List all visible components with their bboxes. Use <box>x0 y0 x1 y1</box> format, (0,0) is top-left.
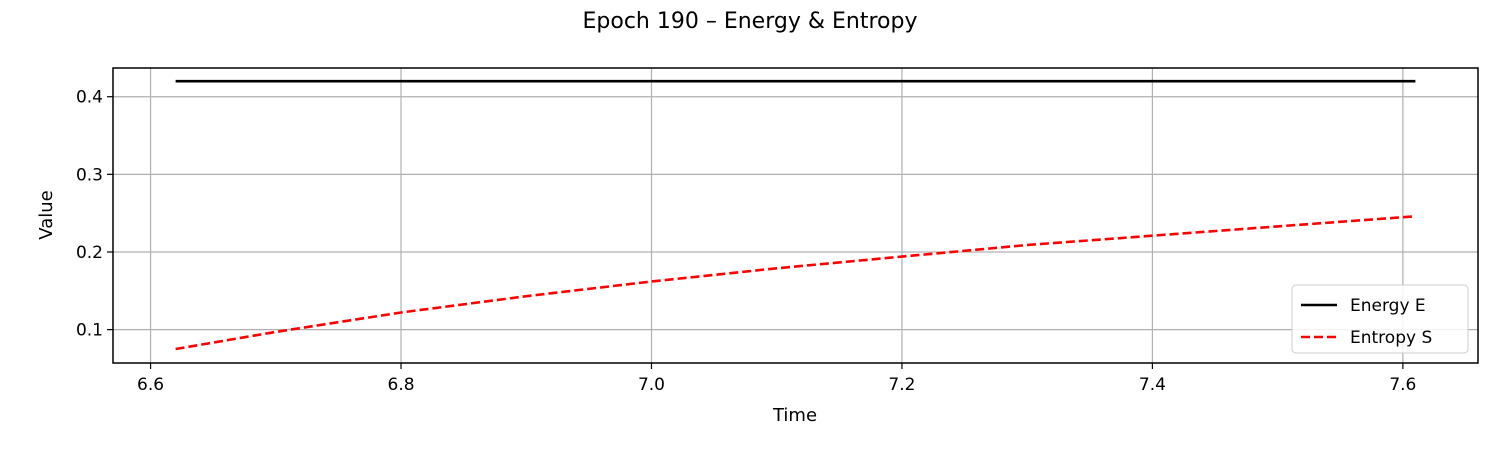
series-line-2 <box>175 215 1416 351</box>
x-tick-label: 6.8 <box>388 375 415 395</box>
x-tick-label: 6.6 <box>137 375 164 395</box>
chart-title: Epoch 190 – Energy & Entropy <box>583 9 918 34</box>
legend-label-1: Energy E <box>1350 296 1426 316</box>
y-tick-label: 0.2 <box>76 243 103 263</box>
x-tick-label: 7.6 <box>1389 375 1416 395</box>
x-tick-label: 7.2 <box>888 375 915 395</box>
legend: Energy E Entropy S <box>1291 284 1469 354</box>
ticks: 6.6 6.8 7.0 7.2 7.4 7.6 0.1 0.2 0.3 0.4 <box>76 88 1416 395</box>
y-tick-label: 0.3 <box>76 165 103 185</box>
y-axis-label: Value <box>36 190 57 239</box>
x-axis-label: Time <box>772 405 817 426</box>
x-tick-label: 7.4 <box>1139 375 1166 395</box>
plot-frame <box>112 67 1479 364</box>
series-layer <box>175 79 1416 351</box>
y-tick-label: 0.4 <box>76 88 103 108</box>
legend-label-2: Entropy S <box>1350 328 1432 348</box>
x-tick-label: 7.0 <box>638 375 665 395</box>
y-tick-label: 0.1 <box>76 321 103 341</box>
grid <box>113 68 1478 363</box>
